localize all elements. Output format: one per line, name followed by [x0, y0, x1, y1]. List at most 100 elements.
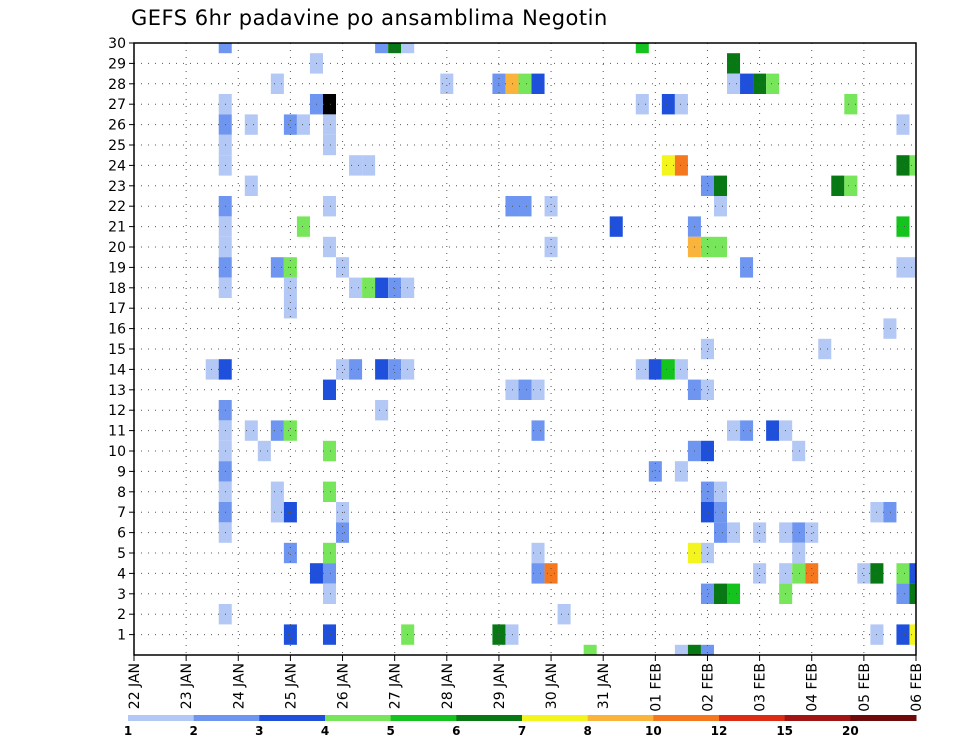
heatmap-cell [244, 114, 258, 135]
heatmap-cell [531, 542, 545, 564]
heatmap-cell [713, 502, 728, 523]
x-tick-label: 01 FEB [648, 663, 664, 712]
y-tick-label: 18 [108, 281, 126, 297]
heatmap-cell [635, 94, 649, 115]
heatmap-cells [205, 43, 916, 655]
heatmap-cell [648, 359, 662, 380]
heatmap-cell [388, 359, 402, 380]
heatmap-cell [883, 318, 897, 339]
heatmap-cell [531, 563, 545, 584]
y-tick-label: 22 [108, 199, 126, 215]
heatmap-cell [661, 359, 675, 380]
heatmap-cell [296, 216, 310, 237]
heatmap-cell [792, 563, 806, 584]
x-tick-label: 02 FEB [700, 663, 716, 712]
chart-title: GEFS 6hr padavine po ansamblima Negotin [131, 6, 608, 30]
x-tick-label: 23 JAN [179, 663, 195, 709]
y-tick-label: 8 [117, 485, 126, 501]
heatmap-cell [518, 73, 532, 94]
heatmap-cell [753, 563, 767, 584]
heatmap-cell [635, 43, 649, 54]
x-tick-label: 24 JAN [231, 663, 247, 709]
heatmap-cell [896, 155, 910, 176]
heatmap-cell [218, 43, 232, 54]
heatmap-cell [349, 155, 363, 176]
heatmap-cell [700, 440, 714, 462]
heatmap-cell [244, 175, 258, 196]
colorbar-label: 20 [842, 724, 859, 738]
x-tick-label: 05 FEB [857, 663, 873, 712]
colorbar-label: 7 [518, 724, 526, 738]
heatmap-cell [336, 522, 350, 543]
heatmap-cell [349, 359, 363, 380]
heatmap-cell [896, 216, 910, 237]
y-tick-label: 24 [108, 158, 126, 174]
colorbar-label: 8 [583, 724, 591, 738]
colorbar-label: 1 [124, 724, 132, 738]
heatmap-cell [322, 196, 337, 217]
heatmap-cell [322, 583, 337, 604]
heatmap-cell [792, 522, 806, 543]
x-tick-label: 04 FEB [805, 663, 821, 712]
colorbar-label: 6 [452, 724, 460, 738]
heatmap-cell [844, 94, 858, 115]
heatmap-cell [283, 298, 297, 319]
heatmap-cell [700, 338, 714, 360]
y-tick-label: 16 [108, 322, 126, 338]
heatmap-cell [322, 542, 337, 564]
heatmap-cell [896, 583, 910, 604]
y-tick-label: 7 [117, 505, 126, 521]
y-tick-label: 13 [108, 383, 126, 399]
heatmap-cell [283, 420, 297, 441]
heatmap-cell [700, 583, 714, 604]
heatmap-cell [401, 43, 415, 54]
heatmap-cell [805, 522, 819, 543]
heatmap-cell [322, 114, 337, 135]
colorbar-label: 10 [645, 724, 662, 738]
heatmap-cell [766, 420, 780, 441]
y-tick-label: 27 [108, 97, 126, 113]
colorbar-swatch [522, 715, 589, 721]
heatmap-cell [753, 522, 767, 543]
heatmap-cell [283, 624, 297, 645]
y-tick-label: 23 [108, 179, 126, 195]
heatmap-cell [322, 481, 337, 502]
y-tick-label: 21 [108, 220, 126, 236]
heatmap-cell [661, 94, 675, 115]
heatmap-cell [713, 175, 728, 196]
y-tick-label: 17 [108, 301, 126, 317]
heatmap-cell [700, 175, 714, 196]
y-tick-label: 29 [108, 56, 126, 72]
heatmap-cell [531, 379, 545, 400]
heatmap-cell [687, 644, 701, 655]
heatmap-cell [296, 114, 310, 135]
heatmap-cell [388, 277, 402, 298]
heatmap-cell [257, 440, 271, 462]
heatmap-cell [857, 563, 871, 584]
colorbar-label: 4 [321, 724, 329, 738]
heatmap-cell [322, 379, 337, 400]
heatmap-cell [322, 94, 337, 115]
heatmap-cell [700, 379, 714, 400]
heatmap-cell [674, 644, 688, 655]
heatmap-cell [544, 196, 558, 217]
heatmap-cell [270, 257, 284, 278]
heatmap-cell [909, 155, 916, 176]
x-tick-label: 03 FEB [753, 663, 769, 712]
heatmap-cell [674, 94, 688, 115]
heatmap-cell [505, 379, 519, 400]
x-tick-label: 06 FEB [909, 663, 925, 712]
heatmap-cell [283, 542, 297, 564]
y-tick-label: 14 [108, 362, 126, 378]
heatmap-cell [909, 257, 916, 278]
heatmap-cell [270, 502, 284, 523]
x-tick-label: 28 JAN [440, 663, 456, 709]
x-tick-label: 22 JAN [127, 663, 143, 709]
colorbar-swatch [456, 715, 523, 721]
x-tick-label: 31 JAN [596, 663, 612, 709]
colorbar-label: 12 [711, 724, 728, 738]
heatmap-cell [244, 420, 258, 441]
heatmap-cell [375, 43, 389, 54]
y-tick-label: 1 [117, 628, 126, 644]
